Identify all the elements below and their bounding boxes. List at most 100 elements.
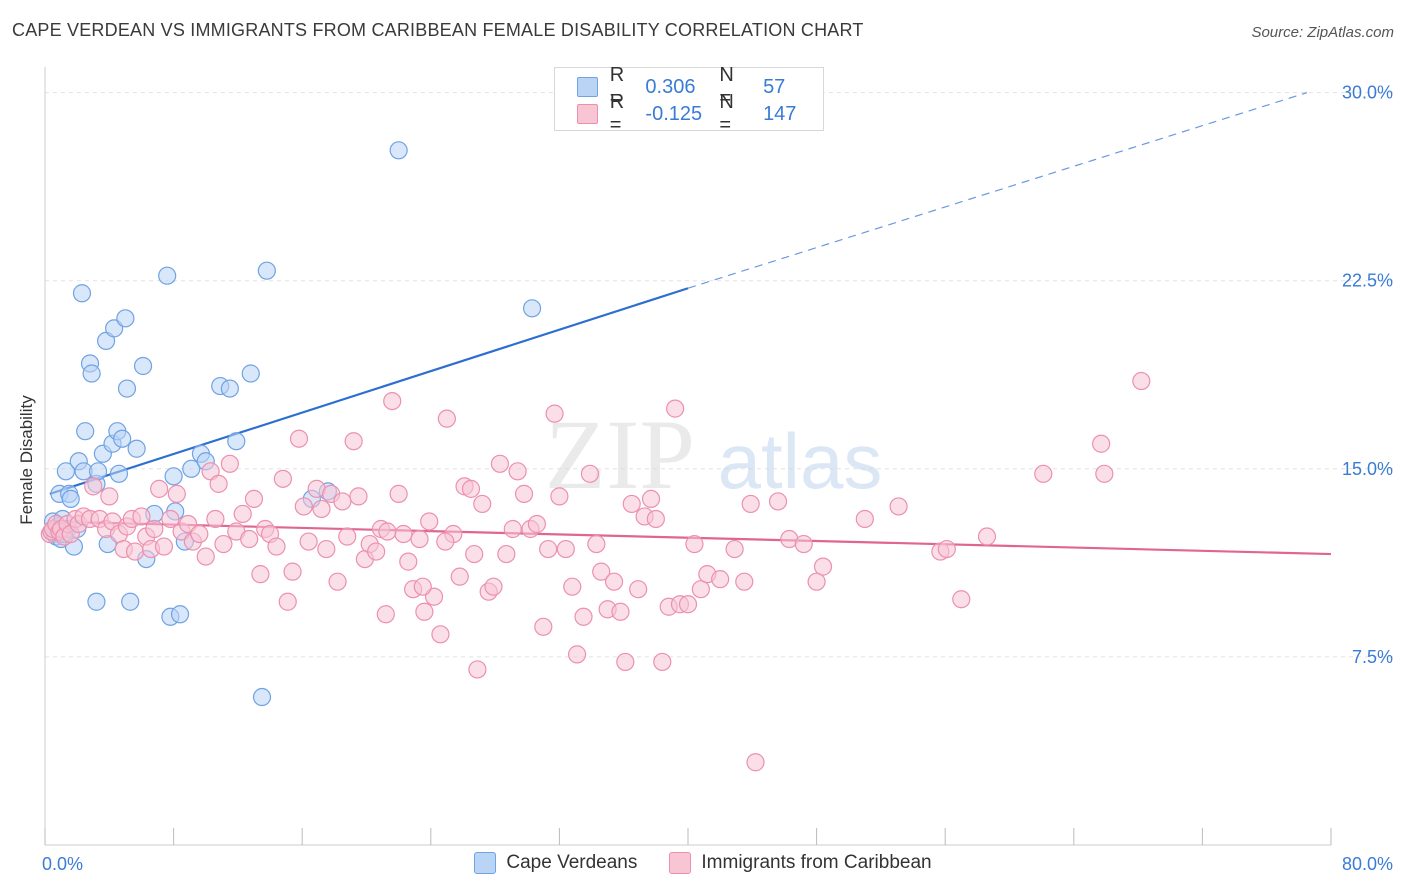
caribbean-point (952, 590, 971, 609)
caribbean-point (580, 464, 600, 483)
caribbean-point (622, 494, 641, 514)
caribbean-point (807, 572, 826, 591)
cape-verdean-point (117, 379, 137, 398)
caribbean-point (413, 577, 432, 596)
caribbean-point (641, 489, 661, 509)
caribbean-point (289, 429, 309, 448)
grid-lines (45, 92, 1393, 658)
caribbean-point (410, 529, 429, 549)
caribbean-point (283, 562, 302, 581)
cape-verdean-point (61, 489, 80, 509)
caribbean-point (592, 562, 611, 581)
caribbean-point (574, 607, 593, 626)
watermark-atlas: atlas (718, 417, 883, 505)
caribbean-point (711, 570, 730, 589)
caribbean-point (415, 602, 434, 621)
caribbean-point (251, 565, 270, 584)
caribbean-point (725, 539, 744, 559)
caribbean-point (436, 532, 455, 551)
legend-item-cape-verdeans[interactable]: Cape Verdeans (474, 852, 637, 874)
caribbean-point (378, 522, 397, 541)
caribbean-point (214, 534, 233, 554)
caribbean-point (556, 539, 575, 559)
caribbean-point (503, 519, 522, 539)
caribbean-point (294, 497, 313, 516)
caribbean-point (794, 534, 813, 554)
caribbean-point (196, 547, 215, 566)
cape-verdean-point (82, 364, 101, 383)
caribbean-point (132, 507, 151, 526)
caribbean-point (273, 469, 293, 488)
chart-title: CAPE VERDEAN VS IMMIGRANTS FROM CARIBBEA… (12, 20, 864, 40)
legend-item-caribbean[interactable]: Immigrants from Caribbean (669, 852, 932, 874)
watermark: ZIP atlas (545, 399, 882, 510)
caribbean-point (125, 542, 145, 561)
caribbean-point (278, 592, 297, 611)
cape-verdean-point (522, 299, 542, 318)
caribbean-point (746, 753, 765, 772)
caribbean-point (587, 534, 606, 554)
caribbean-point (394, 524, 413, 544)
y-tick-label: 30.0% (1342, 83, 1393, 103)
caribbean-point (267, 537, 286, 556)
stats-legend: R = 0.306 N = 57 R = -0.125 N = 147 (554, 64, 824, 136)
n-label: N = (719, 64, 734, 109)
cape-verdean-point (88, 462, 108, 481)
caribbean-point (100, 487, 119, 506)
caribbean-point (678, 595, 698, 614)
caribbean-point (534, 617, 553, 636)
cape-verdean-point (252, 687, 272, 707)
caribbean-point (473, 494, 492, 514)
caribbean-point (233, 504, 252, 524)
caribbean-point (937, 539, 956, 559)
cape-verdean-point (227, 432, 246, 451)
n-value: 147 (763, 102, 797, 125)
n-value: 57 (763, 75, 786, 98)
caribbean-point (550, 487, 569, 506)
r-label: R = (609, 91, 625, 136)
caribbean-point (768, 492, 788, 511)
caribbean-point (209, 474, 228, 493)
data-points (40, 141, 1151, 772)
caribbean-point (450, 567, 469, 586)
cape-verdean-trend-extension (687, 92, 1308, 289)
x-tick-label: 80.0% (1342, 854, 1393, 874)
caribbean-point (437, 409, 456, 428)
cape-verdean-point (76, 422, 95, 441)
caribbean-point (685, 534, 704, 554)
cape-verdean-point (241, 364, 260, 383)
cape-verdean-point (121, 592, 140, 611)
caribbean-point (1092, 434, 1111, 453)
caribbean-point (741, 494, 760, 514)
n-label: N = (719, 91, 734, 136)
caribbean-point (420, 512, 439, 531)
cape-verdean-point (133, 356, 153, 376)
cape-verdean-point (109, 464, 129, 483)
legend-label: Immigrants from Caribbean (701, 852, 932, 873)
caribbean-point (490, 454, 510, 473)
caribbean-point (367, 542, 386, 561)
cape-verdean-point (56, 462, 75, 481)
source-label: Source: ZipAtlas.com (1251, 24, 1394, 41)
caribbean-point (461, 479, 481, 498)
caribbean-point (383, 391, 402, 411)
caribbean-point (465, 544, 484, 564)
caribbean-point (468, 660, 487, 679)
cape-verdean-point (113, 429, 132, 448)
caribbean-point (389, 484, 408, 503)
cape-verdean-point (72, 284, 92, 303)
caribbean-point (735, 572, 754, 591)
cape-verdean-point (87, 592, 106, 611)
caribbean-point (563, 577, 582, 596)
caribbean-point (161, 509, 180, 529)
cape-verdean-point (127, 439, 146, 458)
caribbean-point (376, 605, 395, 624)
caribbean-point (190, 524, 209, 544)
caribbean-point (328, 572, 347, 591)
cape-verdean-point (182, 459, 201, 478)
caribbean-point (145, 519, 164, 539)
caribbean-point (666, 399, 685, 418)
cape-verdean-point (220, 379, 239, 398)
legend-label: Cape Verdeans (506, 852, 638, 873)
